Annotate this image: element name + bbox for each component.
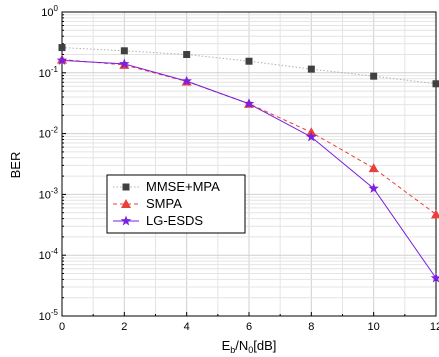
data-point-lg-esds (181, 75, 192, 86)
data-point-mmse-mpa (120, 47, 128, 55)
series-lg-esds (56, 54, 439, 283)
y-tick-label: 10-2 (39, 126, 59, 141)
legend-item-lg-esds: LG-ESDS (113, 213, 203, 228)
y-tick-label: 10-1 (39, 65, 59, 80)
y-tick-label-exponent: -4 (51, 247, 59, 256)
x-tick-label: 2 (121, 321, 127, 333)
x-axis-label-unit: [dB] (253, 338, 276, 353)
legend-label-mmse-mpa: MMSE+MPA (146, 179, 220, 194)
x-tick-label: 6 (246, 321, 252, 333)
y-tick-label-exponent: -5 (51, 308, 59, 317)
data-point-mmse-mpa (58, 44, 66, 52)
grid (62, 12, 436, 316)
data-point-mmse-mpa (307, 65, 315, 73)
y-tick-label-base: 10 (39, 68, 51, 80)
y-tick-label-base: 10 (39, 189, 51, 201)
x-axis-label: Eb/N0[dB] (222, 338, 277, 355)
x-axis-label-sub2: 0 (248, 345, 253, 355)
legend-item-mmse-mpa: MMSE+MPA (113, 179, 220, 194)
y-tick-label-base: 10 (41, 7, 53, 19)
data-point-smpa (368, 163, 379, 173)
y-tick-label: 10-3 (39, 186, 59, 201)
data-point-mmse-mpa (183, 50, 191, 58)
data-point-lg-esds (56, 54, 68, 65)
data-point-mmse-mpa (370, 72, 378, 80)
y-tick-label: 100 (41, 4, 58, 19)
data-point-lg-esds (368, 183, 379, 193)
data-point-lg-esds (119, 58, 130, 69)
y-tick-label-exponent: -3 (51, 186, 59, 195)
y-tick-label: 10-4 (39, 247, 59, 262)
x-tick-label: 12 (430, 321, 439, 333)
legend-item-smpa: SMPA (113, 196, 182, 211)
y-axis-label: BER (8, 152, 23, 179)
x-axis-label-mid: /N (235, 338, 248, 353)
data-point-lg-esds (430, 272, 439, 283)
x-tick-label: 4 (184, 321, 190, 333)
y-tick-label-base: 10 (39, 129, 51, 141)
legend-marker-mmse-mpa (122, 183, 130, 191)
data-point-mmse-mpa (245, 57, 253, 65)
x-tick-label: 0 (59, 321, 65, 333)
legend: MMSE+MPA SMPA LG-ESDS (106, 174, 246, 234)
legend-label-smpa: SMPA (146, 196, 182, 211)
x-axis-label-sub1: b (230, 345, 235, 355)
data-point-lg-esds (243, 98, 255, 109)
x-tick-label: 10 (368, 321, 380, 333)
legend-label-lg-esds: LG-ESDS (146, 213, 203, 228)
data-point-smpa (431, 209, 439, 219)
y-tick-label-base: 10 (39, 250, 51, 262)
series-group (56, 44, 439, 283)
y-tick-label-exponent: 0 (54, 4, 59, 13)
axis-ticks: 02468101210010-110-210-310-410-5 (39, 4, 439, 333)
y-tick-label-base: 10 (39, 311, 51, 323)
series-mmse-mpa (58, 44, 439, 88)
x-tick-label: 8 (308, 321, 314, 333)
y-tick-label-exponent: -1 (51, 65, 59, 74)
data-point-mmse-mpa (432, 80, 439, 88)
y-tick-label: 10-5 (39, 308, 59, 323)
legend-marker-lg-esds (120, 215, 132, 226)
legend-marker-smpa (121, 199, 131, 208)
data-point-lg-esds (306, 131, 317, 142)
y-tick-label-exponent: -2 (51, 126, 59, 135)
x-axis-label-base: E (222, 338, 231, 353)
